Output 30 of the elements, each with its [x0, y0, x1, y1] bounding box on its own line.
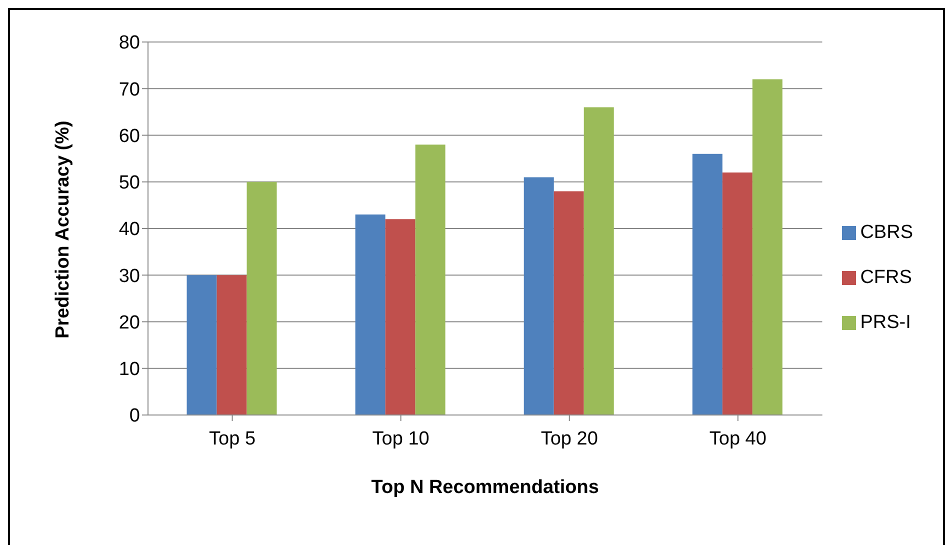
y-axis-title: Prediction Accuracy (%) — [52, 120, 74, 338]
bar — [355, 214, 386, 415]
y-tick-label: 50 — [118, 172, 140, 194]
y-tick-label: 70 — [118, 79, 140, 100]
legend-label: CFRS — [860, 267, 912, 288]
bar — [216, 275, 247, 415]
bar — [246, 182, 277, 415]
y-tick-label: 40 — [118, 219, 140, 240]
bar — [722, 172, 752, 415]
x-tick-label: Top 20 — [540, 428, 598, 450]
y-tick-label: 80 — [118, 32, 140, 54]
bar — [752, 79, 782, 415]
bar — [584, 107, 614, 415]
y-tick-label: 30 — [118, 266, 140, 287]
bar — [524, 177, 554, 415]
y-tick-label: 10 — [118, 359, 140, 380]
bar — [554, 191, 584, 415]
x-axis-title: Top N Recommendations — [371, 477, 599, 498]
x-tick-label: Top 5 — [209, 428, 256, 450]
bar — [692, 154, 722, 415]
bar — [385, 219, 416, 415]
y-tick-label: 60 — [118, 126, 140, 147]
bar — [186, 275, 217, 415]
bar — [415, 144, 446, 415]
legend-label: PRS-I — [860, 312, 911, 333]
y-tick-label: 0 — [129, 406, 140, 427]
legend-label: CBRS — [860, 222, 913, 243]
x-tick-label: Top 10 — [372, 428, 430, 450]
y-tick-label: 20 — [118, 312, 140, 334]
x-tick-label: Top 40 — [709, 428, 766, 450]
